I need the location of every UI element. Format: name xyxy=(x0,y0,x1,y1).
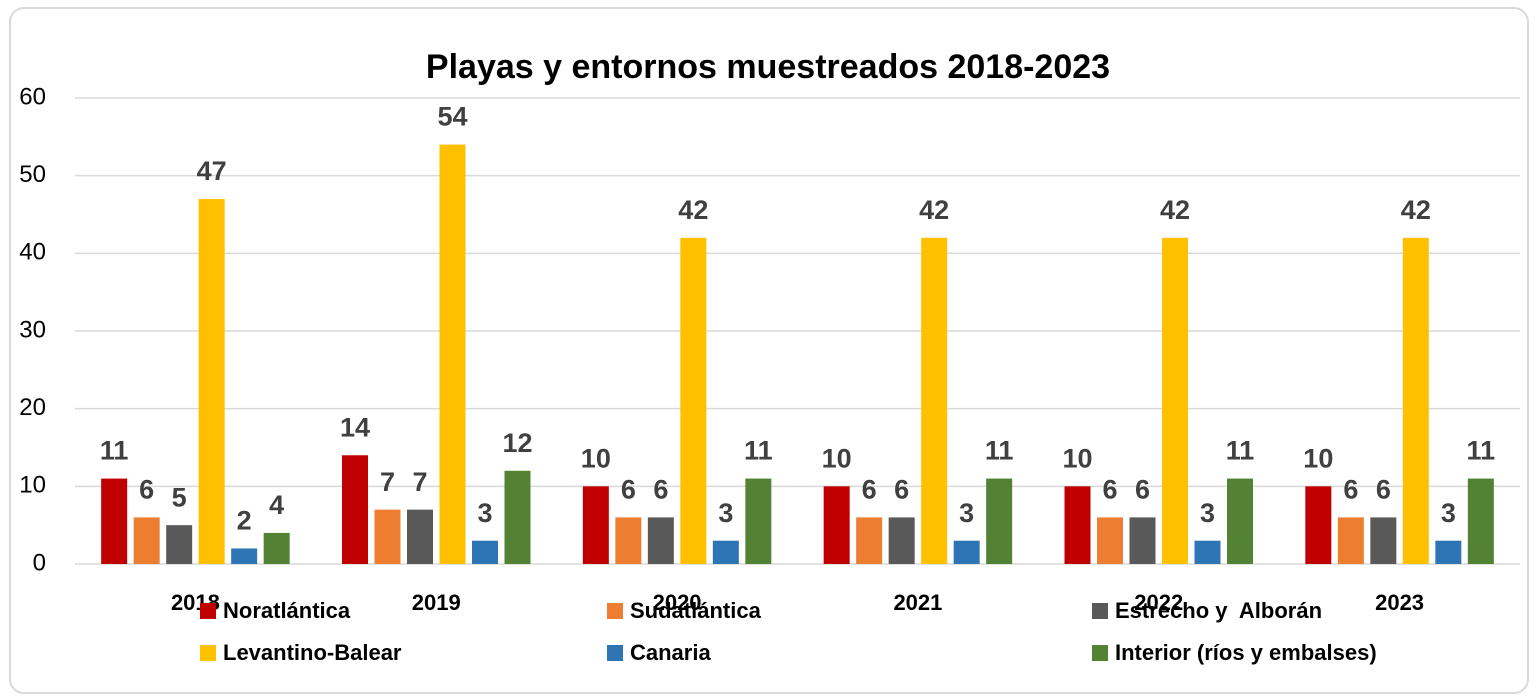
bar xyxy=(198,198,225,564)
data-label: 7 xyxy=(380,467,395,497)
data-label: 10 xyxy=(822,443,852,473)
data-label: 12 xyxy=(502,428,532,458)
bar xyxy=(647,517,674,564)
bar xyxy=(1467,478,1494,564)
bar xyxy=(745,478,772,564)
legend-label: Estrecho y Alborán xyxy=(1115,598,1322,623)
bar xyxy=(1129,517,1156,564)
bar xyxy=(407,509,433,564)
bar xyxy=(1227,478,1253,564)
data-label: 54 xyxy=(437,102,467,132)
legend-label: Canaria xyxy=(630,640,711,665)
bar xyxy=(1370,517,1397,564)
y-tick-label: 30 xyxy=(19,316,46,343)
legend-swatch xyxy=(200,645,216,661)
x-tick-label: 2023 xyxy=(1375,590,1424,615)
legend-label: Sudatlántica xyxy=(630,598,762,623)
data-label: 2 xyxy=(237,506,252,536)
bar xyxy=(986,478,1013,564)
bar xyxy=(231,548,258,564)
bar xyxy=(921,237,948,565)
x-tick-label: 2019 xyxy=(412,590,461,615)
data-label: 3 xyxy=(1441,498,1456,528)
data-label: 11 xyxy=(1467,436,1496,466)
chart-border xyxy=(9,7,1529,694)
legend-label: Levantino-Balear xyxy=(223,640,402,665)
data-label: 4 xyxy=(269,490,284,520)
bar xyxy=(342,455,368,564)
bar xyxy=(374,509,401,564)
bar xyxy=(712,540,739,564)
data-label: 6 xyxy=(862,475,877,505)
y-tick-label: 0 xyxy=(33,549,46,576)
data-label: 3 xyxy=(959,498,974,528)
bar xyxy=(439,144,466,564)
bar xyxy=(166,525,193,564)
data-label: 11 xyxy=(100,436,129,466)
bar xyxy=(1337,517,1364,564)
y-tick-label: 50 xyxy=(19,161,46,188)
data-label: 6 xyxy=(1135,475,1150,505)
data-label: 6 xyxy=(1376,475,1391,505)
data-label: 11 xyxy=(985,436,1014,466)
bar xyxy=(101,478,128,564)
data-label: 3 xyxy=(1200,498,1215,528)
legend-label: Interior (ríos y embalses) xyxy=(1115,640,1377,665)
chart-title: Playas y entornos muestreados 2018-2023 xyxy=(426,48,1110,86)
legend-label: Noratlántica xyxy=(223,598,351,623)
data-label: 10 xyxy=(581,443,611,473)
x-tick-label: 2021 xyxy=(893,590,942,615)
bar xyxy=(1097,517,1123,564)
bar xyxy=(823,486,850,564)
data-label: 3 xyxy=(718,498,733,528)
bar xyxy=(582,486,609,564)
data-label: 42 xyxy=(678,195,708,225)
x-tick-label: 2022 xyxy=(1134,590,1183,615)
bar xyxy=(1435,540,1462,564)
data-label: 6 xyxy=(653,475,668,505)
bar xyxy=(856,517,883,564)
bar xyxy=(1064,486,1091,564)
legend-swatch xyxy=(607,645,623,661)
bar xyxy=(888,517,915,564)
data-label: 11 xyxy=(744,436,773,466)
legend-swatch xyxy=(200,603,216,619)
bar xyxy=(263,532,290,564)
data-label: 11 xyxy=(1226,436,1255,466)
data-label: 47 xyxy=(197,156,227,186)
y-tick-label: 60 xyxy=(19,83,46,110)
bar xyxy=(953,540,980,564)
data-label: 6 xyxy=(1343,475,1358,505)
data-label: 3 xyxy=(477,498,492,528)
data-label: 14 xyxy=(340,412,370,442)
y-tick-label: 20 xyxy=(19,394,46,421)
data-label: 6 xyxy=(621,475,636,505)
data-label: 7 xyxy=(412,467,427,497)
data-label: 6 xyxy=(894,475,909,505)
x-tick-label: 2020 xyxy=(653,590,702,615)
bar xyxy=(504,470,531,564)
data-label: 6 xyxy=(1102,475,1117,505)
data-label: 6 xyxy=(139,475,154,505)
bar xyxy=(1305,486,1332,564)
data-label: 5 xyxy=(172,482,187,512)
legend-swatch xyxy=(1092,645,1108,661)
data-label: 42 xyxy=(1401,195,1431,225)
bar xyxy=(680,237,707,565)
bar xyxy=(1162,237,1188,565)
y-tick-label: 40 xyxy=(19,239,46,266)
data-label: 42 xyxy=(919,195,949,225)
bar xyxy=(133,517,160,564)
bar xyxy=(1402,237,1429,565)
data-label: 10 xyxy=(1062,443,1092,473)
bar xyxy=(472,540,498,564)
bar xyxy=(615,517,642,564)
legend-swatch xyxy=(607,603,623,619)
bar xyxy=(1194,540,1221,564)
y-tick-label: 10 xyxy=(19,472,46,499)
legend-swatch xyxy=(1092,603,1108,619)
data-label: 42 xyxy=(1160,195,1190,225)
data-label: 10 xyxy=(1303,443,1333,473)
